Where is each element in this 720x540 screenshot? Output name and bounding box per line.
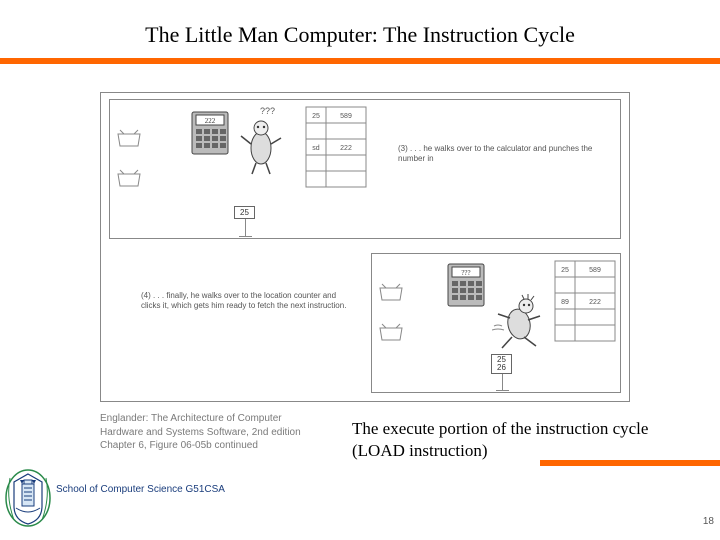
university-logo-icon: [4, 468, 52, 532]
credit-line: Hardware and Systems Software, 2nd editi…: [100, 426, 301, 440]
basket-icon: [116, 128, 142, 198]
calc-display: 222: [205, 117, 216, 125]
title-rule: [0, 58, 720, 64]
calculator-icon: 222: [190, 110, 230, 156]
svg-text:25: 25: [561, 267, 569, 274]
step-text: . . . he walks over to the calculator an…: [398, 144, 592, 163]
svg-text:589: 589: [589, 267, 601, 274]
step-text: . . . finally, he walks over to the loca…: [141, 291, 346, 310]
step4-caption: (4) . . . finally, he walks over to the …: [141, 291, 351, 311]
slide-number: 18: [703, 516, 714, 527]
counter-stand: [245, 218, 246, 236]
little-man-running-icon: [492, 294, 546, 354]
credit-line: Chapter 6, Figure 06-05b continued: [100, 439, 301, 453]
memory-grid: 25 589 89 222: [554, 260, 616, 346]
step3-caption: (3) . . . he walks over to the calculato…: [398, 144, 608, 164]
figure-caption: The execute portion of the instruction c…: [352, 418, 682, 462]
svg-text:sd: sd: [312, 145, 320, 152]
counter-box: 25 26: [491, 354, 512, 374]
thought-bubble: ???: [260, 106, 275, 116]
counter-stand: [502, 372, 503, 390]
svg-text:589: 589: [340, 113, 352, 120]
svg-text:25: 25: [312, 113, 320, 120]
credit-line: Englander: The Architecture of Computer: [100, 412, 301, 426]
source-credit: Englander: The Architecture of Computer …: [100, 412, 301, 453]
svg-text:222: 222: [340, 145, 352, 152]
svg-text:89: 89: [561, 299, 569, 306]
panel-step4: ??? 25: [371, 253, 621, 393]
step-num: (4): [141, 291, 151, 300]
svg-text:222: 222: [589, 299, 601, 306]
counter-box: 25: [234, 206, 255, 219]
footer-text: School of Computer Science G51CSA: [56, 484, 225, 495]
calculator-icon: ???: [446, 262, 486, 308]
little-man-icon: [238, 118, 284, 176]
footer-accent-bar: [540, 460, 720, 466]
calc-display: ???: [461, 269, 470, 277]
memory-grid: 25 589 sd 222: [305, 106, 367, 192]
figure-container: 222 ??? 25 589: [100, 92, 630, 402]
basket-icon: [378, 282, 404, 352]
page-title: The Little Man Computer: The Instruction…: [0, 0, 720, 48]
panel-step3: 222 ??? 25 589: [109, 99, 621, 239]
step-num: (3): [398, 144, 408, 153]
